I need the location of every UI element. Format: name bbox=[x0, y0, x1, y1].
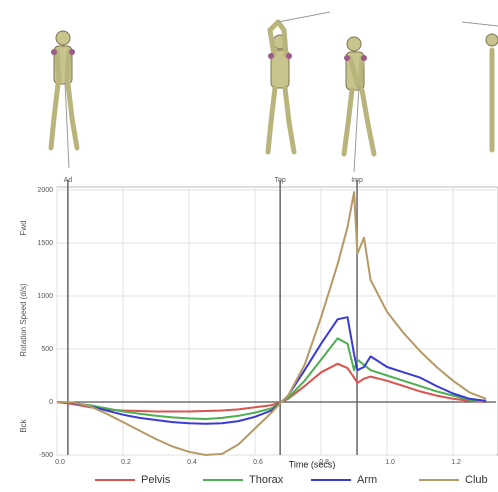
x-tick-label: 0.0 bbox=[55, 459, 65, 466]
event-label: Imp bbox=[351, 177, 363, 184]
y-tick-label: 1500 bbox=[37, 240, 53, 247]
series-line bbox=[57, 192, 486, 455]
figure-top bbox=[268, 12, 330, 152]
y-tick-label: 1000 bbox=[37, 293, 53, 300]
legend-label: Thorax bbox=[249, 474, 284, 486]
figure-address bbox=[51, 31, 77, 168]
golfer-figures bbox=[51, 12, 498, 172]
event-label: Ad bbox=[64, 177, 73, 184]
x-tick-label: 1.2 bbox=[451, 459, 461, 466]
legend: Pelvis Thorax Arm Club bbox=[95, 474, 488, 486]
x-tick-label: 1.0 bbox=[385, 459, 395, 466]
legend-label: Pelvis bbox=[141, 474, 171, 486]
figure-follow bbox=[462, 22, 498, 150]
fwd-annotation: Fwd bbox=[19, 220, 28, 235]
y-tick-label: 2000 bbox=[37, 187, 53, 194]
x-tick-label: 0.8 bbox=[319, 459, 329, 466]
y-tick-label: 500 bbox=[41, 346, 53, 353]
event-label: Top bbox=[274, 177, 285, 184]
legend-label: Club bbox=[465, 474, 488, 486]
bck-annotation: Bck bbox=[19, 418, 28, 432]
x-tick-label: 0.2 bbox=[121, 459, 131, 466]
x-tick-label: 0.6 bbox=[253, 459, 263, 466]
legend-label: Arm bbox=[357, 474, 377, 486]
x-tick-label: 0.4 bbox=[187, 459, 197, 466]
y-axis-label: Rotation Speed (d/s) bbox=[19, 283, 28, 357]
y-tick-label: -500 bbox=[39, 452, 53, 459]
y-tick-label: 0 bbox=[49, 399, 53, 406]
plot bbox=[57, 192, 486, 455]
chart: Time (secs) Rotation Speed (d/s) Fwd Bck… bbox=[0, 0, 498, 492]
figure-impact bbox=[344, 37, 374, 172]
